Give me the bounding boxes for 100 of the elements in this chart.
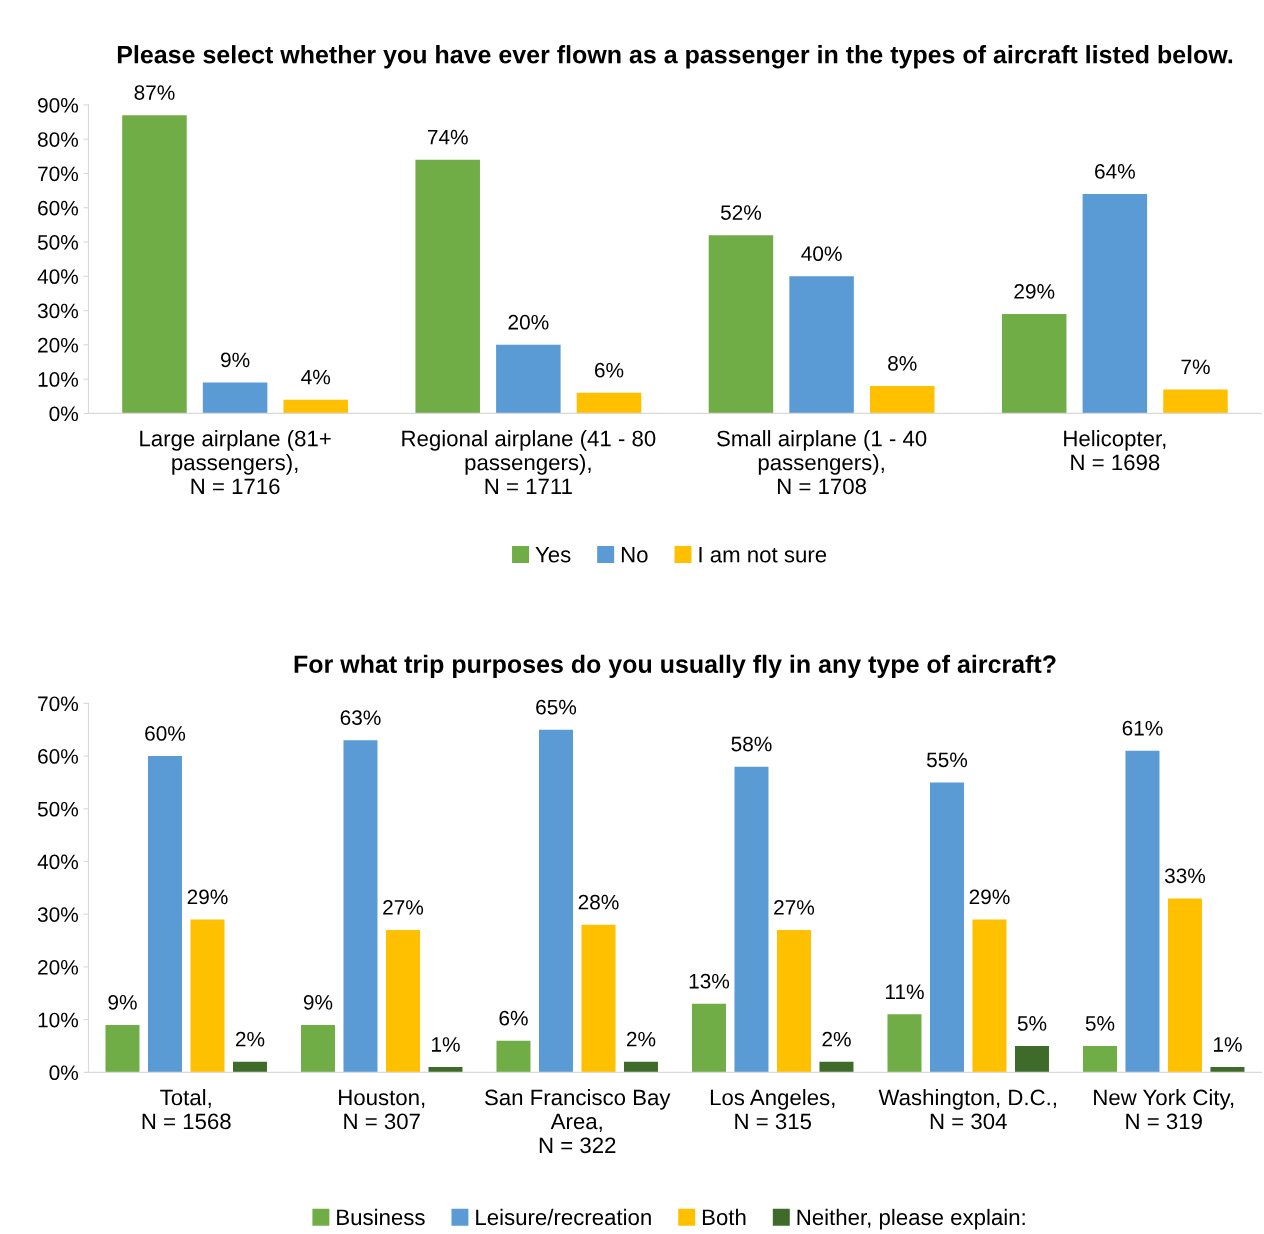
- data-label: 40%: [801, 246, 842, 262]
- bar: [576, 392, 642, 414]
- bar: [496, 1040, 531, 1073]
- data-label: 27%: [383, 900, 424, 915]
- bar: [581, 924, 616, 1073]
- data-label: 9%: [108, 994, 137, 1010]
- bar: [300, 1024, 335, 1073]
- y-tick-label: 60%: [38, 200, 79, 216]
- bar: [415, 159, 480, 414]
- data-label: 65%: [536, 699, 577, 715]
- x-tick-label: Washington, D.C., N = 304: [878, 1089, 1056, 1130]
- data-label: 5%: [1017, 1016, 1047, 1031]
- x-tick-label: Large airplane (81+ passengers), N = 1716: [140, 430, 331, 495]
- data-label: 61%: [1122, 720, 1163, 736]
- data-label: 58%: [731, 736, 772, 752]
- bar: [1167, 898, 1202, 1073]
- legend-label: Both: [702, 1208, 746, 1226]
- data-label: 63%: [340, 710, 381, 726]
- y-tick-label: 50%: [37, 801, 79, 817]
- bar: [428, 1067, 463, 1073]
- bar: [869, 385, 935, 414]
- data-label: 55%: [926, 752, 968, 768]
- data-label: 7%: [1181, 359, 1210, 375]
- bar: [122, 115, 187, 414]
- data-label: 6%: [595, 362, 624, 378]
- bar: [1014, 1045, 1049, 1073]
- legend-label: Business: [337, 1208, 425, 1226]
- y-tick-label: 10%: [38, 1012, 79, 1028]
- data-label: 29%: [969, 889, 1010, 905]
- x-tick-label: Regional airplane (41 - 80 passengers), N = 1711: [402, 430, 656, 495]
- bar: [708, 235, 774, 414]
- data-label: 52%: [720, 205, 762, 220]
- bar: [819, 1061, 854, 1073]
- bar: [147, 756, 182, 1073]
- legend-label: Yes: [535, 546, 571, 563]
- x-tick-label: Small airplane (1 - 40 passengers), N = 1708: [717, 430, 927, 495]
- bar: [190, 919, 225, 1073]
- y-tick-label: 70%: [38, 166, 79, 182]
- bar: [232, 1061, 267, 1073]
- y-tick-label: 80%: [37, 132, 79, 147]
- legend-label: Neither, please explain:: [797, 1208, 1025, 1230]
- legend-label: Leisure/recreation: [476, 1208, 651, 1226]
- data-label: 11%: [885, 984, 924, 1000]
- bar: [623, 1061, 658, 1073]
- y-tick-label: 0%: [49, 406, 79, 422]
- data-label: 2%: [626, 1031, 656, 1047]
- x-tick-label: Los Angeles, N = 315: [710, 1089, 835, 1130]
- bar: [789, 276, 854, 414]
- data-label: 2%: [235, 1031, 265, 1047]
- data-label: 29%: [1014, 284, 1055, 299]
- data-label: 9%: [221, 352, 250, 368]
- y-tick-label: 40%: [37, 854, 79, 870]
- bar: [283, 399, 348, 414]
- data-label: 27%: [774, 900, 815, 915]
- bar: [1082, 1045, 1117, 1073]
- data-label: 74%: [427, 129, 468, 145]
- data-label: 1%: [1214, 1037, 1242, 1052]
- x-tick-label: Houston, N = 307: [339, 1089, 425, 1130]
- bar: [1001, 313, 1067, 414]
- bar: [385, 930, 420, 1073]
- legend-label: I am not sure: [699, 546, 827, 563]
- bar: [691, 1003, 726, 1073]
- data-label: 4%: [301, 369, 331, 385]
- y-tick-label: 20%: [38, 959, 79, 975]
- y-tick-label: 90%: [38, 97, 79, 113]
- x-tick-label: San Francisco Bay Area, N = 322: [484, 1089, 671, 1154]
- x-tick-label: Total, N = 1568: [142, 1089, 231, 1130]
- y-tick-label: 20%: [38, 337, 79, 353]
- y-tick-label: 0%: [49, 1065, 79, 1081]
- bar: [972, 919, 1007, 1073]
- data-label: 1%: [432, 1037, 460, 1052]
- data-label: 9%: [303, 994, 333, 1010]
- bar: [1163, 389, 1228, 414]
- data-label: 87%: [134, 85, 175, 100]
- bar: [1210, 1067, 1245, 1073]
- y-tick-label: 60%: [38, 749, 79, 764]
- bar: [734, 766, 769, 1073]
- bar: [105, 1024, 140, 1073]
- x-tick-label: Helicopter, N = 1698: [1064, 430, 1166, 471]
- data-label: 29%: [187, 889, 228, 905]
- y-tick-label: 30%: [37, 907, 79, 922]
- data-label: 13%: [689, 973, 730, 989]
- data-label: 8%: [888, 355, 917, 371]
- bar: [1082, 194, 1148, 414]
- data-label: 33%: [1164, 868, 1206, 884]
- legend-label: No: [621, 546, 648, 563]
- y-tick-label: 70%: [38, 696, 79, 712]
- bar: [343, 740, 378, 1073]
- bar: [538, 729, 573, 1073]
- bar: [929, 782, 964, 1073]
- x-tick-label: New York City, N = 319: [1094, 1089, 1234, 1130]
- y-tick-label: 50%: [37, 235, 79, 250]
- bar: [887, 1014, 922, 1073]
- data-label: 20%: [508, 314, 549, 330]
- y-tick-label: 10%: [38, 372, 79, 387]
- bar: [202, 382, 268, 414]
- data-label: 6%: [499, 1010, 528, 1026]
- data-label: 2%: [822, 1031, 851, 1047]
- chart-title: For what trip purposes do you usually fly in any type of aircraft?: [294, 654, 1056, 679]
- data-label: 5%: [1085, 1016, 1115, 1031]
